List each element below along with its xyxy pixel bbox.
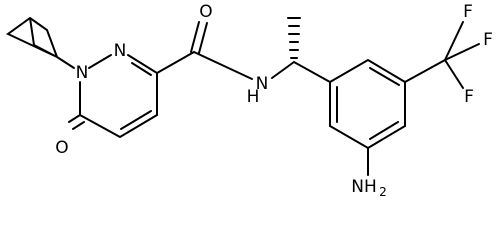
atom-label: N [114, 41, 127, 61]
atom-label: O [199, 2, 212, 22]
atom-label: F [463, 2, 473, 22]
atom-label: H [247, 87, 260, 107]
atom-label-subscript: 2 [379, 185, 387, 199]
atom-label: N [76, 63, 89, 83]
structure-diagram: N N O O N H NH 2 F F F [6, 2, 493, 199]
atom-labels: N N O O N H NH 2 F F F [55, 2, 493, 199]
bonds [6, 17, 480, 176]
atom-label: N [256, 74, 269, 94]
atom-label: NH [351, 177, 377, 197]
atom-label: F [483, 30, 493, 50]
atom-label: O [55, 138, 68, 158]
atom-label: F [464, 87, 474, 107]
